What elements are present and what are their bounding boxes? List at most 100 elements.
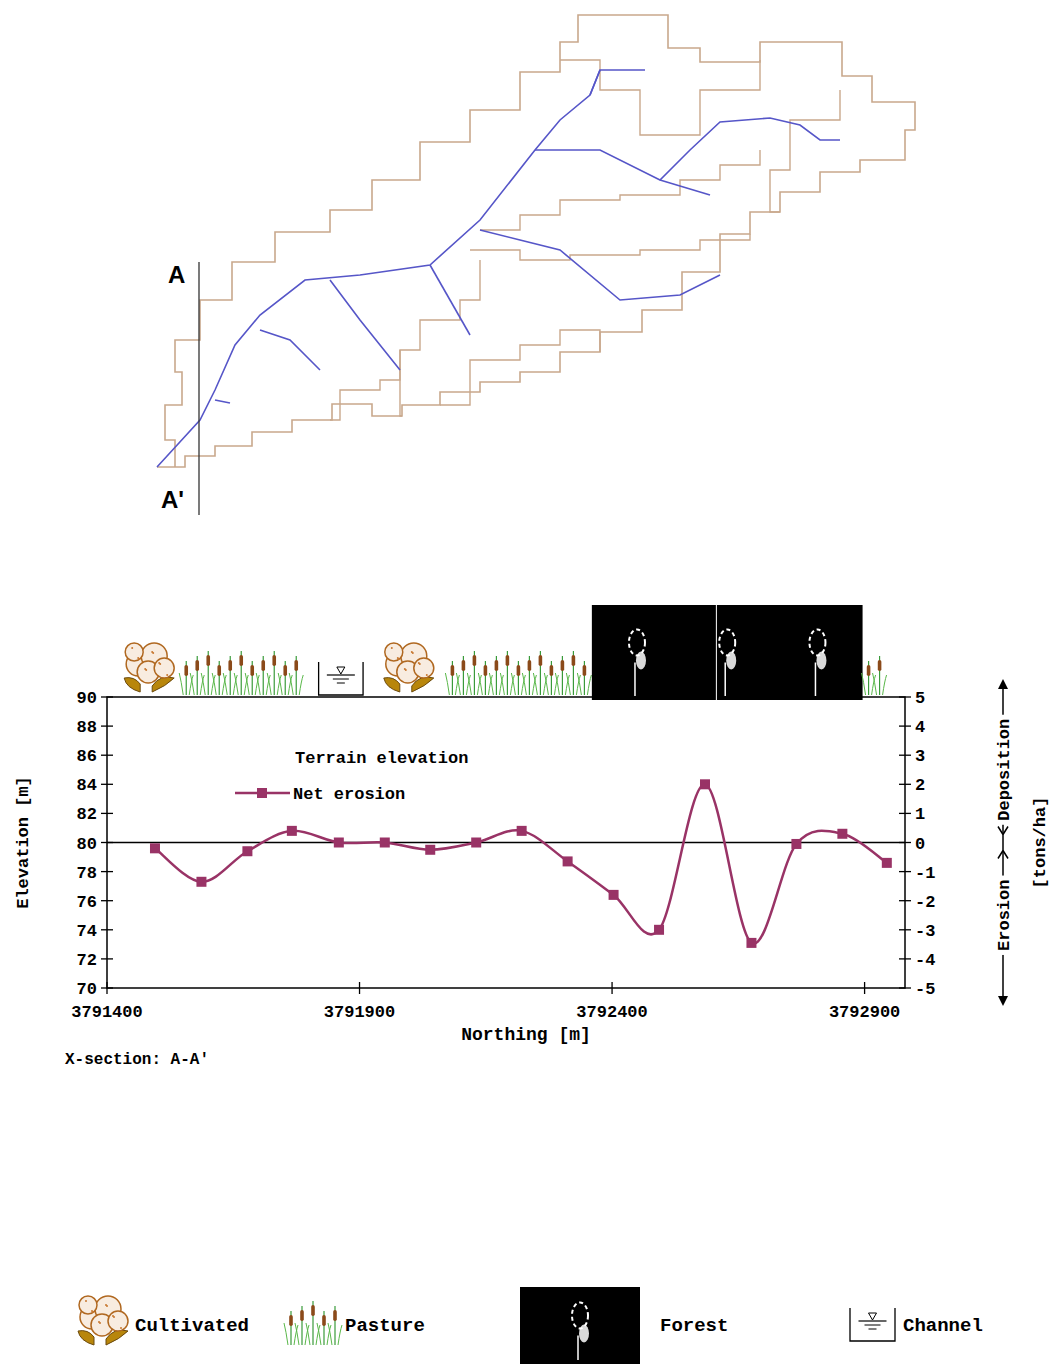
subbasin-boundary xyxy=(400,260,480,416)
y-tick-label: 76 xyxy=(77,893,97,912)
subbasin-boundary xyxy=(480,150,760,230)
land-use-segment xyxy=(319,662,363,695)
stream xyxy=(260,330,320,370)
legend-label: Terrain elevation xyxy=(295,749,468,768)
stream xyxy=(215,400,230,403)
watershed-boundary xyxy=(157,15,915,467)
marker xyxy=(287,826,297,836)
y2-tick-label: -5 xyxy=(915,980,935,999)
marker xyxy=(334,838,344,848)
x-tick xyxy=(864,982,865,994)
land-use-label: Channel xyxy=(903,1315,983,1337)
subbasin-boundary xyxy=(560,60,760,135)
stream xyxy=(590,70,600,95)
y2-tick xyxy=(899,958,911,959)
marker xyxy=(837,829,847,839)
y2-tick xyxy=(899,929,911,930)
y2-axis-title: [tons/ha] xyxy=(1031,797,1050,889)
arrow-head xyxy=(998,996,1008,1006)
label-patch xyxy=(994,715,1015,825)
cultivated-icon xyxy=(78,1296,128,1345)
section-label: A' xyxy=(161,486,184,513)
marker xyxy=(242,846,252,856)
y-tick-label: 84 xyxy=(77,776,97,795)
x-axis-title: Northing [m] xyxy=(461,1025,591,1045)
land-use-segment xyxy=(592,605,863,700)
marker xyxy=(609,890,619,900)
marker xyxy=(150,843,160,853)
y2-tick-label: 3 xyxy=(915,747,925,766)
stream xyxy=(330,280,400,370)
land-use-label: Forest xyxy=(660,1315,728,1337)
marker xyxy=(196,877,206,887)
arrow-head xyxy=(998,827,1008,859)
caption: X-section: A-A' xyxy=(65,1051,209,1069)
arrow-head xyxy=(998,679,1008,689)
y-tick xyxy=(101,900,113,901)
y2-tick-label: -3 xyxy=(915,922,935,941)
marker xyxy=(700,779,710,789)
y2-direction-arrows: Deposition Erosion xyxy=(994,679,1015,1006)
plot-frame xyxy=(107,697,905,988)
marker xyxy=(791,839,801,849)
stream xyxy=(660,180,710,195)
marker xyxy=(425,845,435,855)
pasture-icon xyxy=(445,651,591,695)
land-use-segment xyxy=(124,643,174,692)
y-tick xyxy=(101,755,113,756)
x-tick-label: 3792900 xyxy=(829,1003,900,1022)
land-use-legend: CultivatedPastureForestChannel xyxy=(78,1287,983,1364)
y-tick xyxy=(101,784,113,785)
land-use-segment xyxy=(179,651,303,695)
y-tick xyxy=(101,696,113,697)
y-tick xyxy=(101,958,113,959)
y2-tick xyxy=(899,696,911,697)
subbasin-boundary xyxy=(770,90,840,212)
x-tick xyxy=(359,982,360,994)
y2-tick xyxy=(899,987,911,988)
y-tick xyxy=(101,929,113,930)
marker xyxy=(746,938,756,948)
section-line xyxy=(198,262,199,515)
legend-marker xyxy=(257,788,267,798)
y-tick-label: 86 xyxy=(77,747,97,766)
marker xyxy=(471,838,481,848)
y2-tick xyxy=(899,813,911,814)
marker xyxy=(563,856,573,866)
y-tick-label: 72 xyxy=(77,951,97,970)
y2-tick xyxy=(899,871,911,872)
x-tick-label: 3791900 xyxy=(324,1003,395,1022)
watershed-map: A A' xyxy=(157,15,915,515)
y-tick-label: 80 xyxy=(77,835,97,854)
series-line xyxy=(155,784,887,943)
channel-icon xyxy=(850,1308,895,1341)
direction-label: Erosion xyxy=(994,876,1015,955)
pasture-icon xyxy=(284,1301,342,1345)
land-use-segment xyxy=(384,643,434,692)
direction-label: Deposition xyxy=(994,715,1015,825)
y-tick-label: 74 xyxy=(77,922,97,941)
x-tick-label: 3792400 xyxy=(576,1003,647,1022)
y2-tick-label: -2 xyxy=(915,893,935,912)
y2-tick-label: -1 xyxy=(915,864,935,883)
y-axis-title: Elevation [m] xyxy=(14,776,33,909)
direction-text: Erosion xyxy=(995,880,1014,951)
data-layer xyxy=(150,779,892,948)
land-use-label: Cultivated xyxy=(135,1315,249,1337)
y-tick-label: 90 xyxy=(77,689,97,708)
zero-line xyxy=(107,842,905,843)
stream xyxy=(430,265,470,335)
x-tick xyxy=(611,982,612,994)
legend: Terrain elevationNet erosion xyxy=(235,749,468,804)
cultivated-icon xyxy=(384,643,434,692)
y-tick xyxy=(101,813,113,814)
y2-tick xyxy=(899,784,911,785)
direction-text: Deposition xyxy=(995,719,1014,821)
cultivated-icon xyxy=(124,643,174,692)
section-label: A xyxy=(168,261,185,288)
pasture-icon xyxy=(179,651,303,695)
y-tick xyxy=(101,871,113,872)
y-tick-label: 70 xyxy=(77,980,97,999)
subbasin-boundary xyxy=(330,350,400,420)
y2-tick-label: 2 xyxy=(915,776,925,795)
